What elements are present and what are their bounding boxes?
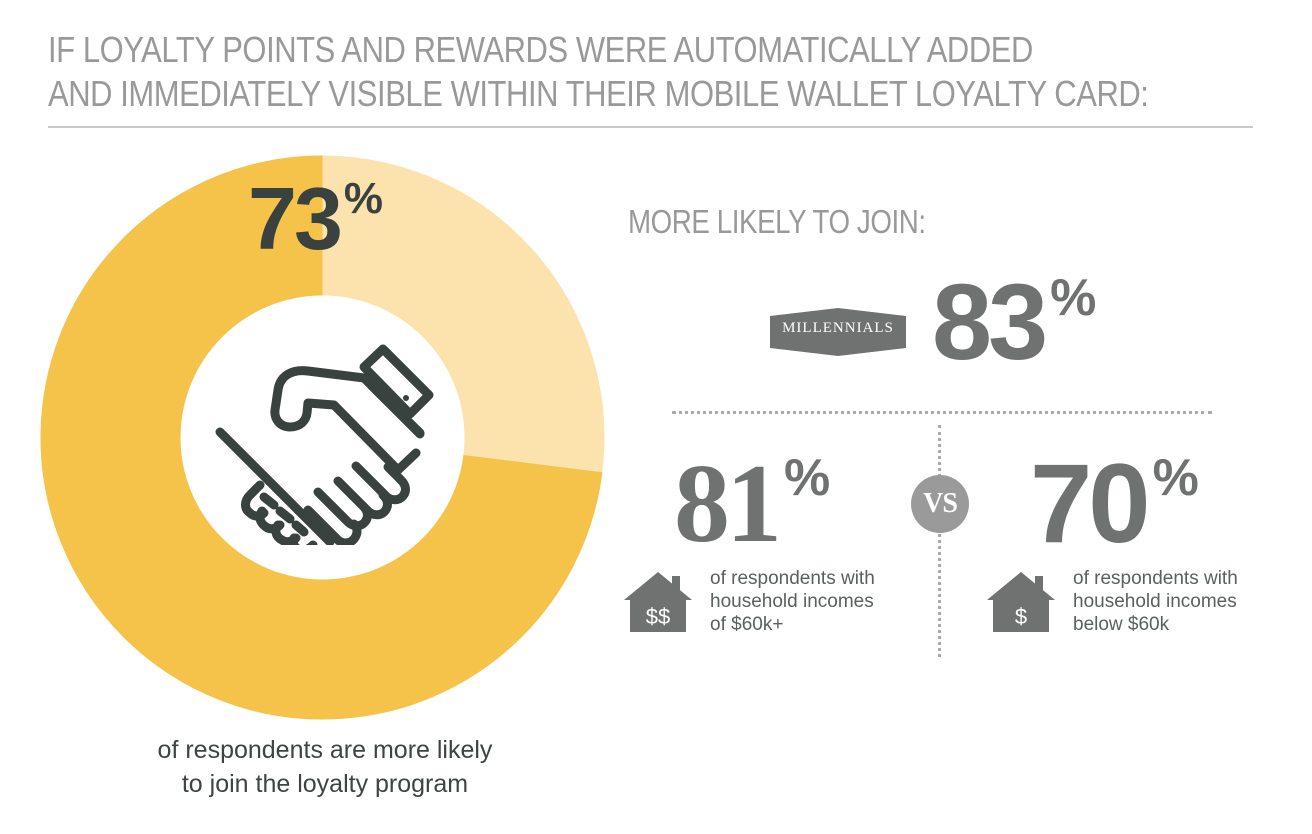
donut-caption-line-1: of respondents are more likely xyxy=(157,736,493,764)
headline: IF LOYALTY POINTS AND REWARDS WERE AUTOM… xyxy=(48,28,1258,116)
house-double-dollar-icon: $$ xyxy=(624,572,692,632)
millennials-badge xyxy=(770,308,906,356)
percent-sign: % xyxy=(784,449,831,507)
more-likely-heading: MORE LIKELY TO JOIN: xyxy=(628,203,926,240)
low-income-desc-line-2: household incomes xyxy=(1073,591,1237,612)
donut-value: 73% xyxy=(248,175,383,263)
horizontal-dotted-divider xyxy=(672,411,1212,414)
high-income-stat: 81% xyxy=(674,448,830,560)
headline-divider xyxy=(48,126,1253,128)
donut-chart xyxy=(40,155,605,720)
donut-caption-line-2: to join the loyalty program xyxy=(181,770,469,798)
millennials-stat: 83% xyxy=(932,268,1096,376)
millennials-value: 83 xyxy=(932,261,1048,382)
high-income-value: 81 xyxy=(674,442,782,566)
high-income-desc-line-1: of respondents with xyxy=(710,568,875,589)
high-income-desc-line-3: of $60k+ xyxy=(710,614,784,635)
low-income-value: 70 xyxy=(1030,441,1151,566)
low-income-desc-line-1: of respondents with xyxy=(1073,568,1238,589)
vertical-dotted-divider xyxy=(938,425,941,657)
house-dollar-icon: $ xyxy=(987,572,1055,632)
percent-sign: % xyxy=(1050,269,1097,327)
high-income-desc-line-2: household incomes xyxy=(710,591,874,612)
svg-text:$: $ xyxy=(1015,604,1027,629)
low-income-desc-line-3: below $60k xyxy=(1073,614,1170,635)
headline-line-2: AND IMMEDIATELY VISIBLE WITHIN THEIR MOB… xyxy=(48,73,1149,114)
low-income-stat: 70% xyxy=(1030,448,1199,560)
headline-line-1: IF LOYALTY POINTS AND REWARDS WERE AUTOM… xyxy=(48,29,1033,70)
high-income-description: of respondents with household incomes of… xyxy=(710,567,875,636)
low-income-description: of respondents with household incomes be… xyxy=(1073,567,1238,636)
svg-text:$$: $$ xyxy=(646,604,670,629)
donut-caption: of respondents are more likely to join t… xyxy=(100,733,550,801)
vs-badge: VS xyxy=(911,475,969,533)
donut-value-number: 73 xyxy=(248,169,343,268)
percent-sign: % xyxy=(343,174,384,223)
millennials-badge-label: MILLENNIALS xyxy=(782,320,894,336)
percent-sign: % xyxy=(1152,449,1199,507)
handshake-icon xyxy=(215,344,434,545)
donut-segment-filled xyxy=(40,155,605,720)
